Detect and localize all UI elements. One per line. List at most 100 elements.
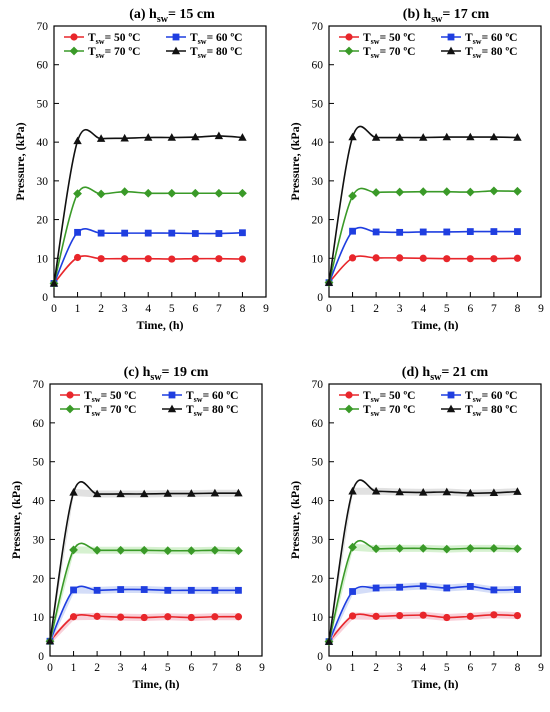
legend-label: Tsw= 50 ºC — [363, 390, 415, 404]
data-point — [143, 188, 153, 198]
data-point — [418, 187, 428, 197]
legend-marker — [446, 404, 456, 413]
legend-label: Tsw= 70 ºC — [363, 404, 415, 418]
y-tick-label: 40 — [312, 137, 324, 149]
data-point — [442, 187, 452, 197]
legend-label-prefix: T — [465, 404, 473, 416]
x-tick-label: 1 — [350, 662, 356, 674]
data-point — [466, 228, 474, 235]
series-band — [50, 488, 239, 645]
data-point — [372, 612, 380, 620]
y-tick-label: 70 — [33, 379, 45, 391]
x-tick-label: 3 — [118, 662, 124, 674]
legend-label-prefix: T — [88, 32, 96, 44]
legend-label-value: = 50 ºC — [380, 390, 416, 402]
data-point — [140, 586, 148, 593]
legend-label: Tsw= 70 ºC — [363, 46, 415, 60]
data-point — [419, 582, 427, 590]
data-point — [419, 611, 427, 619]
x-tick-label: 4 — [141, 662, 147, 674]
data-point — [140, 613, 148, 622]
legend-label-sub: sw — [96, 37, 105, 46]
data-point — [186, 546, 196, 556]
legend-label-sub: sw — [92, 409, 101, 418]
data-point — [191, 255, 199, 263]
data-point — [466, 255, 474, 263]
data-point — [168, 229, 176, 237]
legend-label: Tsw= 80 ºC — [465, 46, 517, 60]
legend-label-prefix: T — [363, 404, 371, 416]
data-point — [214, 188, 224, 198]
data-point — [349, 227, 356, 235]
data-point — [238, 255, 247, 263]
x-tick-label: 9 — [263, 303, 269, 315]
data-point — [210, 545, 220, 555]
data-point — [372, 228, 380, 236]
data-point — [45, 636, 55, 645]
legend-label-prefix: T — [190, 32, 198, 44]
data-point — [443, 584, 451, 592]
data-point — [73, 189, 82, 199]
legend-label: Tsw= 70 ºC — [88, 46, 140, 60]
data-point — [164, 613, 172, 621]
legend-marker — [65, 404, 75, 414]
data-point — [96, 189, 106, 199]
data-point — [191, 230, 199, 237]
legend-label-value: = 50 ºC — [380, 32, 416, 44]
data-point — [163, 489, 172, 497]
data-point — [419, 254, 427, 262]
data-point — [348, 191, 357, 201]
series-4 — [45, 481, 243, 645]
data-point — [372, 584, 380, 592]
data-point — [513, 254, 522, 262]
data-point — [120, 133, 129, 142]
data-point — [442, 544, 452, 554]
legend-marker — [171, 46, 181, 55]
legend-label-value: = 50 ºC — [101, 390, 137, 402]
y-tick-label: 30 — [312, 534, 324, 546]
legend-marker — [168, 391, 176, 399]
data-point — [513, 611, 522, 620]
chart-title-prefix: (c) h — [124, 365, 151, 380]
data-point — [396, 254, 404, 262]
data-point — [187, 613, 195, 622]
data-point — [466, 488, 475, 497]
data-point — [69, 545, 78, 555]
legend-label-value: = 60 ºC — [203, 390, 239, 402]
data-point — [238, 133, 247, 141]
plot-frame — [53, 25, 267, 298]
data-point — [239, 229, 246, 237]
data-point — [167, 133, 176, 141]
legend-marker — [345, 391, 353, 399]
data-point — [513, 133, 522, 141]
data-point — [396, 583, 404, 591]
data-point — [348, 132, 357, 141]
data-point — [93, 586, 101, 594]
data-point — [163, 546, 173, 556]
legend-marker — [172, 33, 180, 41]
x-tick-label: 1 — [75, 303, 81, 315]
chart-title-sub: sw — [431, 14, 443, 25]
data-point — [396, 228, 404, 236]
data-point — [117, 586, 125, 593]
y-tick-label: 70 — [312, 21, 324, 33]
x-tick-label: 8 — [515, 303, 521, 315]
y-tick-label: 10 — [37, 253, 49, 265]
data-point — [419, 228, 427, 236]
data-point — [513, 487, 522, 495]
y-tick-label: 40 — [33, 496, 45, 508]
legend-label-sub: sw — [96, 51, 105, 60]
legend-label-sub: sw — [198, 37, 207, 46]
legend-label-sub: sw — [371, 395, 380, 404]
legend-marker — [70, 33, 78, 41]
legend-label-value: = 50 ºC — [105, 32, 141, 44]
legend-label: Tsw= 60 ºC — [465, 32, 517, 46]
legend-label-prefix: T — [186, 390, 194, 402]
data-point — [92, 489, 102, 498]
data-point — [144, 229, 152, 237]
x-tick-label: 9 — [538, 303, 544, 315]
